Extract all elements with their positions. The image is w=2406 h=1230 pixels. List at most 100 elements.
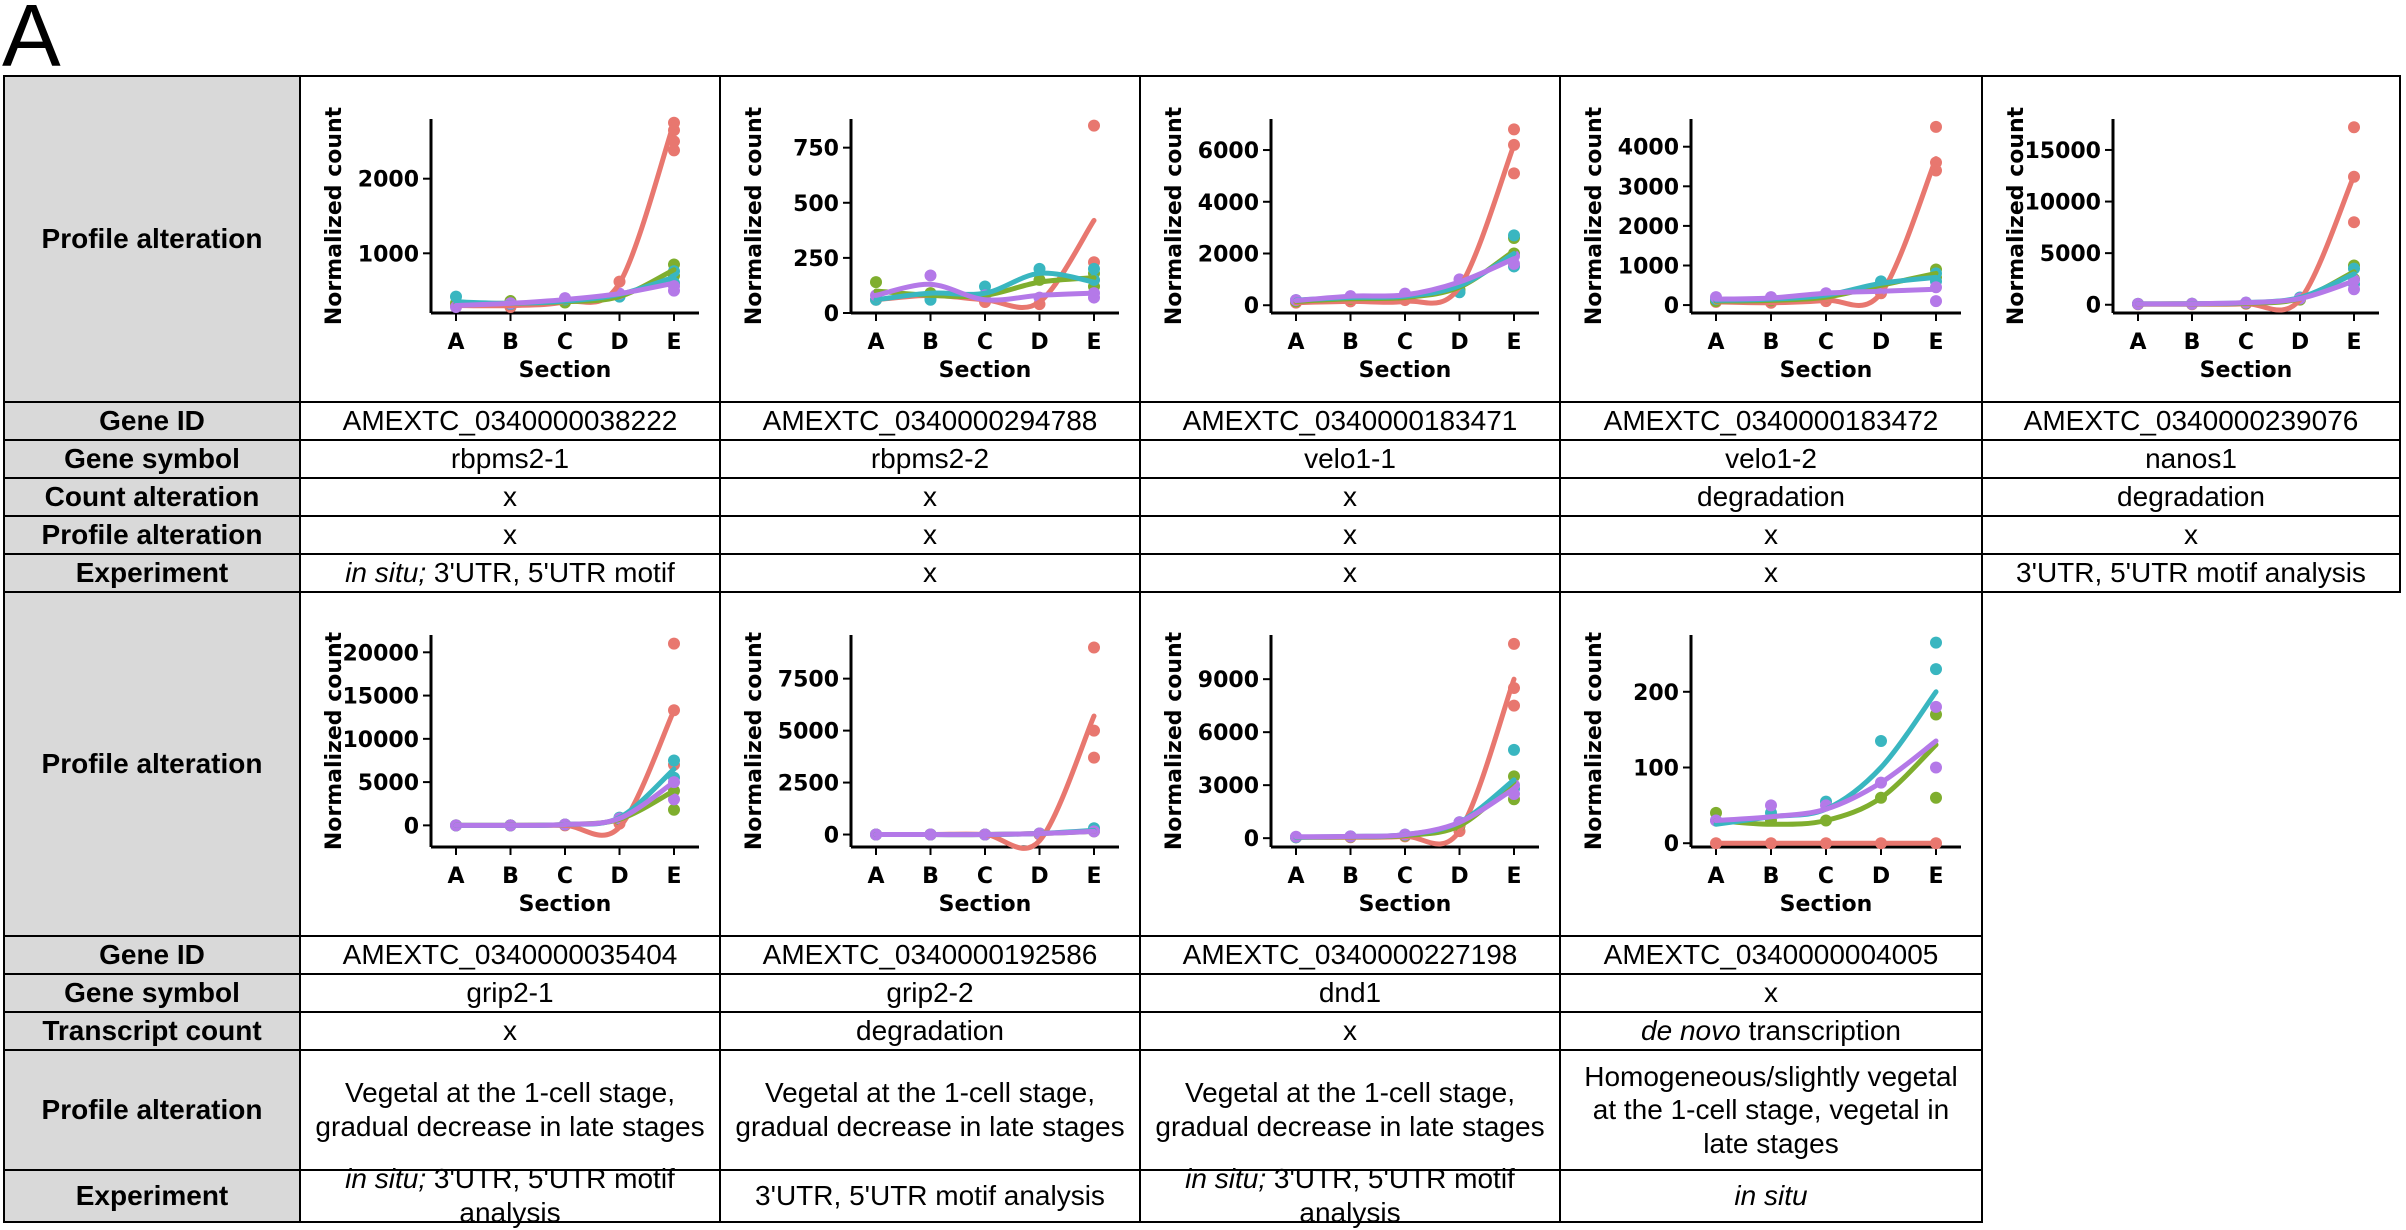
chart-grip2-2: 0 2500 5000 7500 A B C D E Section Normalized coun… (742, 631, 1119, 917)
data-point (2348, 216, 2360, 229)
y-tick-label: 4000 (1618, 136, 1679, 161)
x-tick-label: B (502, 330, 519, 355)
chart-cell-9: 0 100 200 A B C D E Section Normalized count (1559, 591, 1983, 937)
series-line (1713, 742, 1939, 827)
gene-symbol-cell: rbpms2-1 (299, 439, 721, 479)
transcript-text: transcription (1740, 1015, 1901, 1047)
y-axis-label: Normalized count (322, 631, 347, 850)
x-tick-label: B (1342, 330, 1359, 355)
y-axis-label: Normalized count (1582, 631, 1607, 850)
experiment-cell: 3'UTR, 5'UTR motif analysis (1981, 553, 2401, 593)
chart-cell-3: 0 2000 4000 6000 A B C D E Section Normalized coun… (1139, 75, 1561, 403)
y-tick-label: 0 (1244, 294, 1259, 319)
x-tick-label: D (1872, 864, 1890, 889)
y-tick-label: 5000 (778, 720, 839, 745)
data-point (668, 754, 680, 767)
experiment-italic: in situ (1734, 1180, 1808, 1212)
x-tick-label: D (1030, 330, 1048, 355)
chart-cell-7: 0 2500 5000 7500 A B C D E Section Normalized coun… (719, 591, 1141, 937)
experiment-cell: in situ; 3'UTR, 5'UTR motif analysis (1139, 1163, 1561, 1228)
x-tick-label: E (1086, 864, 1101, 889)
y-tick-label: 0 (404, 814, 419, 839)
experiment-cell: 3'UTR, 5'UTR motif analysis (719, 1169, 1141, 1223)
count-alteration-cell: x (299, 477, 721, 517)
x-axis-label: Section (1359, 892, 1452, 917)
chart-cell-5: 0 5000 10000 15000 A B C D E Section Normalized co… (1981, 75, 2401, 403)
series-line (453, 766, 677, 828)
x-tick-label: C (557, 330, 573, 355)
x-axis-label: Section (2200, 358, 2293, 383)
x-tick-label: D (1450, 864, 1468, 889)
y-tick-label: 2000 (1618, 215, 1679, 240)
data-point (1508, 637, 1520, 650)
series-line (873, 270, 1097, 303)
profile-alteration-cell: x (1139, 515, 1561, 555)
row-label-experiment-b2: Experiment (3, 1169, 301, 1223)
x-tick-label: E (2346, 330, 2361, 355)
data-point (668, 284, 680, 297)
y-tick-label: 10000 (2024, 191, 2101, 216)
gene-id-cell: AMEXTC_0340000183471 (1139, 401, 1561, 441)
data-point (870, 276, 882, 289)
experiment-text: 3'UTR, 5'UTR motif analysis (426, 1163, 675, 1228)
y-tick-label: 15000 (342, 685, 419, 710)
data-point (668, 637, 680, 650)
x-tick-label: C (2238, 330, 2254, 355)
chart-amextc-4005: 0 100 200 A B C D E Section Normalized count (1582, 631, 1961, 917)
y-tick-label: 5000 (358, 771, 419, 796)
y-tick-label: 200 (1633, 681, 1679, 706)
row-label-transcript-count: Transcript count (3, 1011, 301, 1051)
gene-symbol-cell: rbpms2-2 (719, 439, 1141, 479)
y-tick-label: 1000 (1618, 254, 1679, 279)
x-tick-label: A (2129, 330, 2146, 355)
x-axis-label: Section (1780, 892, 1873, 917)
gene-symbol-cell: velo1-2 (1559, 439, 1983, 479)
series-line (1293, 142, 1517, 306)
experiment-cell: x (1139, 553, 1561, 593)
x-tick-label: D (610, 864, 628, 889)
y-tick-label: 9000 (1198, 668, 1259, 693)
series-line (1713, 738, 1939, 823)
data-point (1508, 229, 1520, 242)
experiment-text: 3'UTR, 5'UTR motif analysis (1266, 1163, 1515, 1228)
data-point (668, 144, 680, 157)
row-label-profile-alteration-b2-text: Profile alteration (3, 1049, 301, 1171)
data-point (668, 793, 680, 806)
series-line (453, 120, 677, 309)
gene-id-cell: AMEXTC_0340000035404 (299, 935, 721, 975)
panel-label: A (2, 0, 61, 85)
series-line (453, 707, 677, 838)
data-point (1088, 262, 1100, 275)
x-tick-label: C (977, 864, 993, 889)
profile-description-cell: Vegetal at the 1-cell stage, gradual dec… (1139, 1049, 1561, 1171)
gene-id-cell: AMEXTC_0340000239076 (1981, 401, 2401, 441)
data-point (1508, 699, 1520, 712)
series-line (2135, 278, 2357, 307)
profile-alteration-cell: x (1981, 515, 2401, 555)
gene-id-cell: AMEXTC_0340000183472 (1559, 401, 1983, 441)
data-point (1930, 700, 1942, 713)
y-tick-label: 0 (824, 824, 839, 849)
series-line (453, 280, 677, 309)
y-tick-label: 100 (1633, 757, 1679, 782)
count-alteration-cell: degradation (1981, 477, 2401, 517)
data-point (924, 269, 937, 282)
row-label-gene-id-b2: Gene ID (3, 935, 301, 975)
x-tick-label: D (1030, 864, 1048, 889)
row-label-count-alteration: Count alteration (3, 477, 301, 517)
profile-alteration-cell: x (1559, 515, 1983, 555)
profile-alteration-cell: x (719, 515, 1141, 555)
x-axis-label: Section (1780, 358, 1873, 383)
y-tick-label: 5000 (2040, 242, 2101, 267)
x-tick-label: B (2184, 330, 2201, 355)
y-axis-label: Normalized count (742, 631, 767, 850)
x-tick-label: B (1763, 864, 1780, 889)
transcript-count-cell: de novo transcription (1559, 1011, 1983, 1051)
data-point (1088, 751, 1100, 764)
x-tick-label: A (1707, 330, 1724, 355)
x-tick-label: C (1818, 864, 1834, 889)
data-point (1930, 761, 1942, 774)
x-tick-label: A (447, 330, 464, 355)
x-tick-label: C (1397, 330, 1413, 355)
x-tick-label: B (1763, 330, 1780, 355)
